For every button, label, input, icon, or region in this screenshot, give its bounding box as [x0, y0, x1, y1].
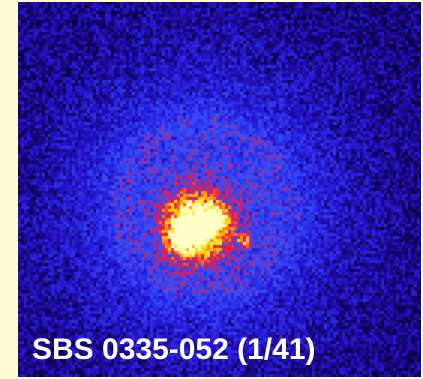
galaxy-image — [18, 2, 421, 377]
image-caption: SBS 0335-052 (1/41) — [32, 333, 316, 366]
galaxy-image-panel: SBS 0335-052 (1/41) — [18, 2, 421, 377]
